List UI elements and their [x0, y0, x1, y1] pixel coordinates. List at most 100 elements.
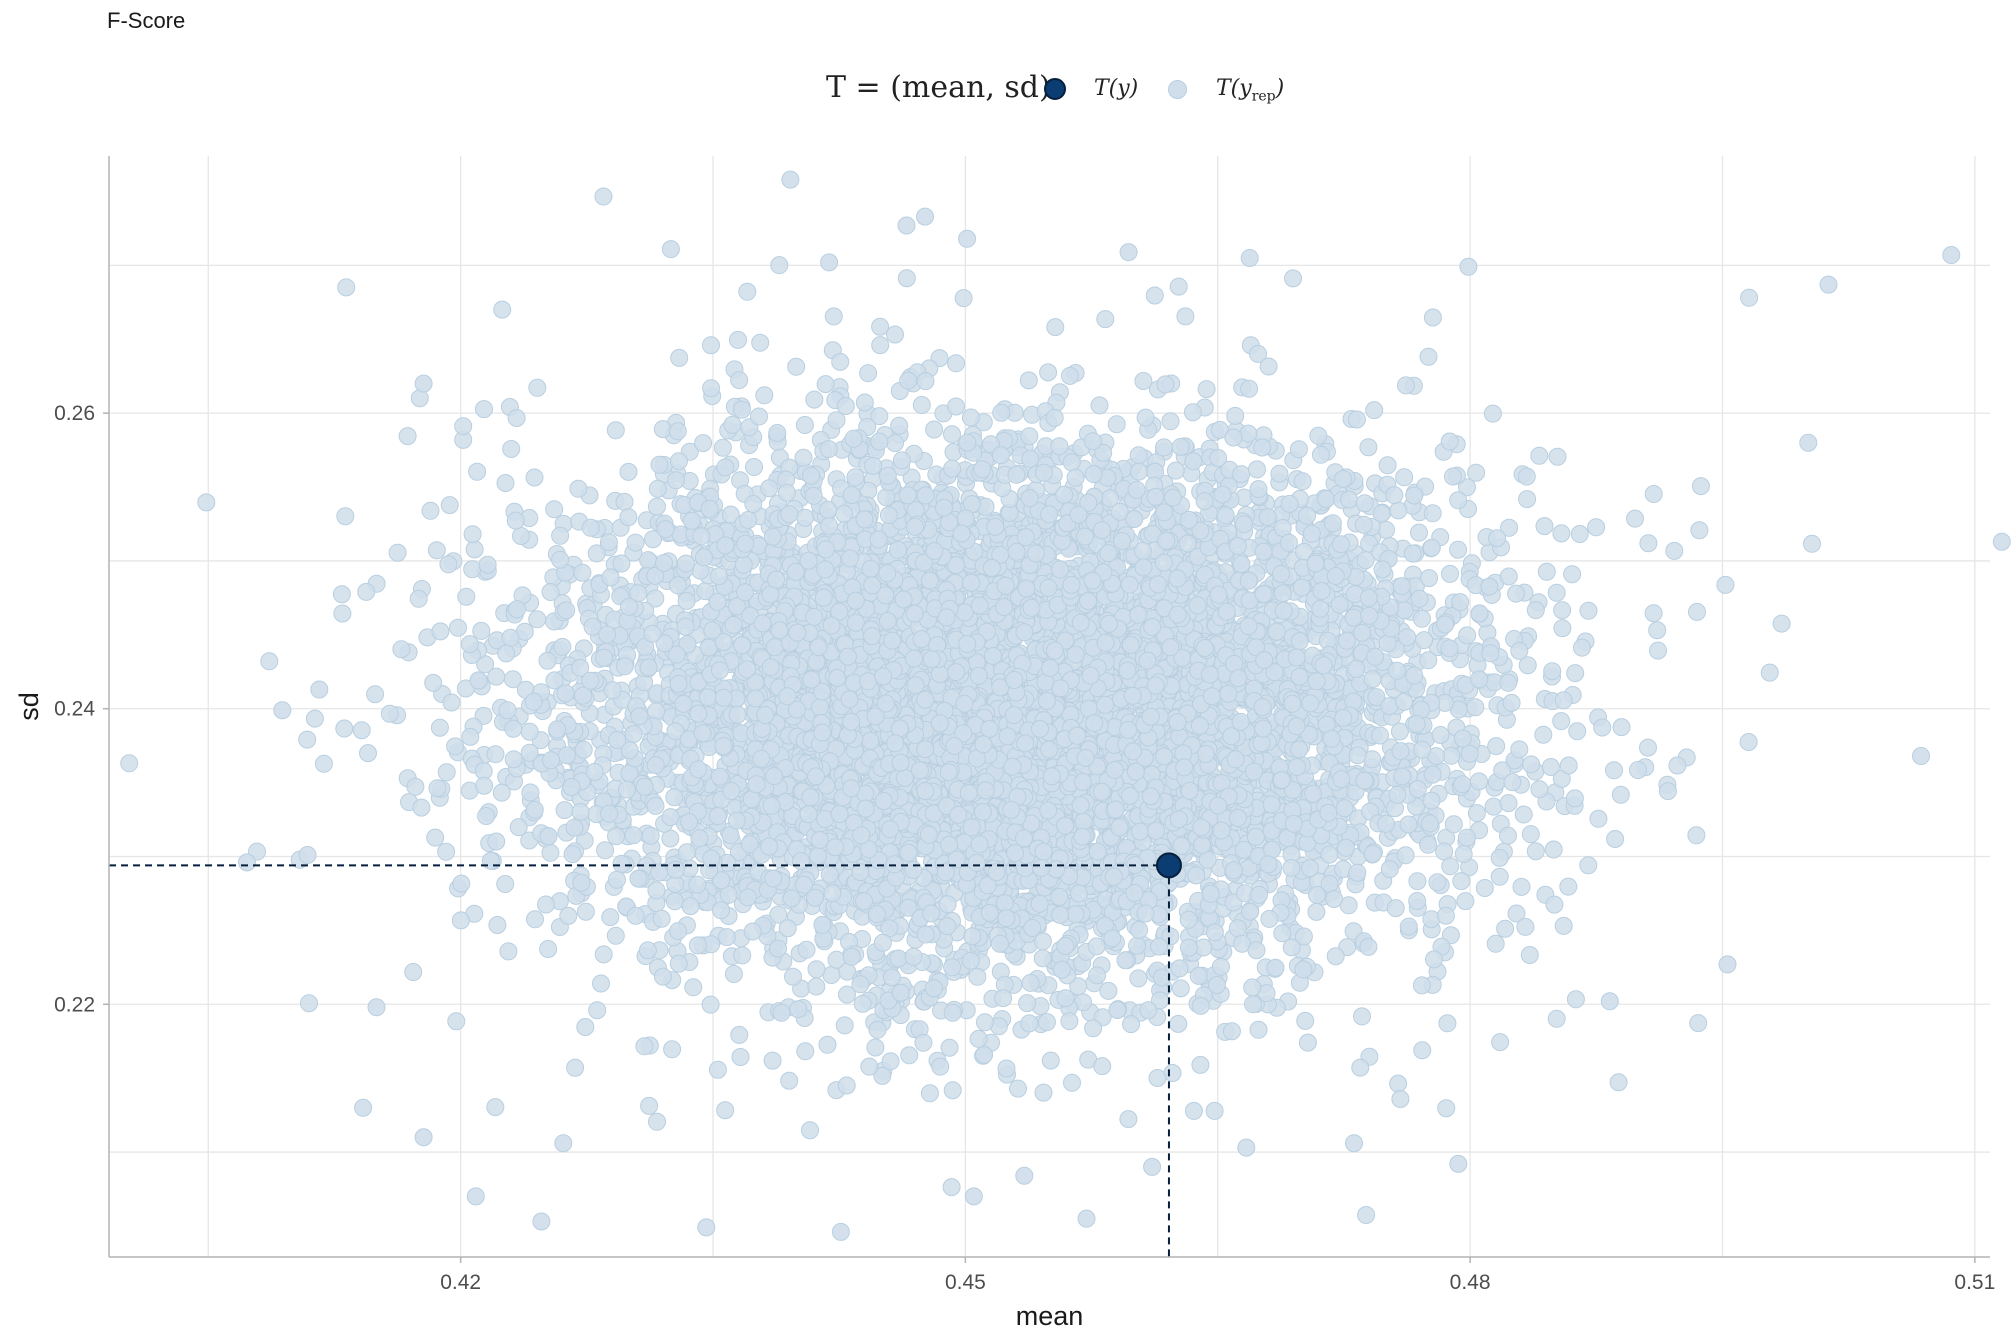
replicated-point — [1239, 424, 1258, 443]
replicated-point — [1337, 631, 1356, 650]
replicated-point — [477, 807, 496, 825]
replicated-point — [1099, 981, 1118, 1000]
replicated-points-layer — [120, 170, 2011, 1241]
replicated-point — [298, 730, 317, 749]
replicated-point — [1467, 463, 1486, 482]
replicated-point — [1326, 947, 1345, 966]
replicated-point — [594, 945, 613, 964]
replicated-point — [525, 468, 544, 487]
replicated-point — [661, 808, 680, 827]
replicated-point — [1484, 797, 1503, 816]
replicated-point — [1155, 438, 1173, 457]
replicated-point — [120, 754, 139, 773]
replicated-point — [1169, 1014, 1188, 1033]
replicated-point — [1363, 844, 1382, 863]
replicated-point — [1593, 718, 1612, 737]
replicated-point — [1205, 1101, 1224, 1120]
replicated-point — [1298, 506, 1316, 525]
replicated-point — [1658, 782, 1677, 801]
replicated-point — [427, 541, 446, 560]
replicated-point — [1690, 521, 1709, 540]
replicated-point — [569, 479, 588, 498]
replicated-point — [1544, 840, 1563, 859]
replicated-point — [437, 763, 456, 782]
replicated-point — [1107, 415, 1126, 434]
replicated-point — [1396, 846, 1415, 865]
replicated-point — [1419, 835, 1438, 854]
replicated-point — [1020, 1014, 1039, 1033]
replicated-point — [1534, 725, 1553, 744]
replicated-point — [1687, 826, 1706, 845]
replicated-point — [488, 916, 507, 934]
replicated-point — [457, 587, 476, 606]
replicated-point — [1760, 663, 1779, 682]
replicated-point — [943, 1003, 962, 1022]
replicated-point — [1266, 958, 1285, 977]
replicated-point — [1226, 406, 1245, 425]
replicated-point — [1644, 485, 1663, 503]
replicated-point — [938, 917, 957, 936]
replicated-point — [553, 637, 572, 656]
replicated-point — [449, 618, 467, 637]
replicated-point — [724, 965, 743, 983]
legend-stat-label: T = (mean, sd) — [826, 70, 1051, 105]
replicated-point — [745, 458, 763, 476]
replicated-point — [1365, 401, 1384, 420]
replicated-point — [716, 458, 735, 477]
replicated-point — [446, 737, 465, 756]
replicated-point — [784, 967, 802, 986]
replicated-point — [424, 673, 443, 692]
replicated-point — [1441, 564, 1459, 583]
replicated-point — [332, 585, 351, 604]
legend-observed-marker — [1044, 78, 1066, 100]
replicated-point — [421, 501, 440, 520]
replicated-point — [1467, 804, 1486, 823]
replicated-point — [337, 278, 356, 297]
replicated-point — [1507, 584, 1526, 603]
replicated-point — [601, 908, 620, 927]
replicated-point — [1803, 534, 1821, 553]
replicated-point — [1606, 830, 1625, 848]
replicated-point — [612, 554, 631, 573]
replicated-point — [576, 1018, 595, 1036]
replicated-point — [555, 801, 574, 820]
replicated-point — [1649, 641, 1667, 660]
replicated-point — [1449, 540, 1468, 559]
replicated-point — [837, 1076, 856, 1095]
replicated-point — [493, 300, 512, 319]
replicated-point — [1740, 288, 1759, 307]
replicated-point — [496, 474, 515, 492]
replicated-point — [1507, 904, 1526, 923]
replicated-point — [1553, 601, 1572, 620]
replicated-point — [336, 507, 355, 526]
replicated-point — [708, 1060, 727, 1079]
replicated-point — [392, 640, 411, 659]
replicated-point — [388, 543, 407, 562]
replicated-point — [835, 1016, 854, 1035]
replicated-point — [1475, 879, 1494, 897]
replicated-point — [1665, 541, 1684, 560]
replicated-point — [428, 779, 447, 798]
replicated-point — [1090, 396, 1109, 415]
replicated-point — [1009, 1079, 1027, 1098]
replicated-point — [1438, 1014, 1457, 1033]
replicated-point — [1570, 525, 1589, 543]
replicated-point — [1639, 738, 1657, 757]
replicated-point — [1145, 286, 1164, 305]
replicated-point — [676, 617, 695, 636]
replicated-point — [1458, 478, 1476, 497]
replicated-point — [624, 826, 643, 845]
replicated-point — [731, 1048, 750, 1066]
replicated-point — [447, 1012, 466, 1031]
replicated-point — [1605, 761, 1623, 780]
replicated-point — [1512, 877, 1531, 896]
replicated-point — [437, 842, 456, 861]
replicated-point — [871, 317, 890, 336]
replicated-point — [615, 492, 634, 511]
replicated-point — [520, 722, 539, 741]
replicated-point — [751, 333, 770, 352]
replicated-point — [770, 256, 789, 275]
replicated-point — [942, 1178, 961, 1197]
replicated-point — [796, 1042, 815, 1061]
